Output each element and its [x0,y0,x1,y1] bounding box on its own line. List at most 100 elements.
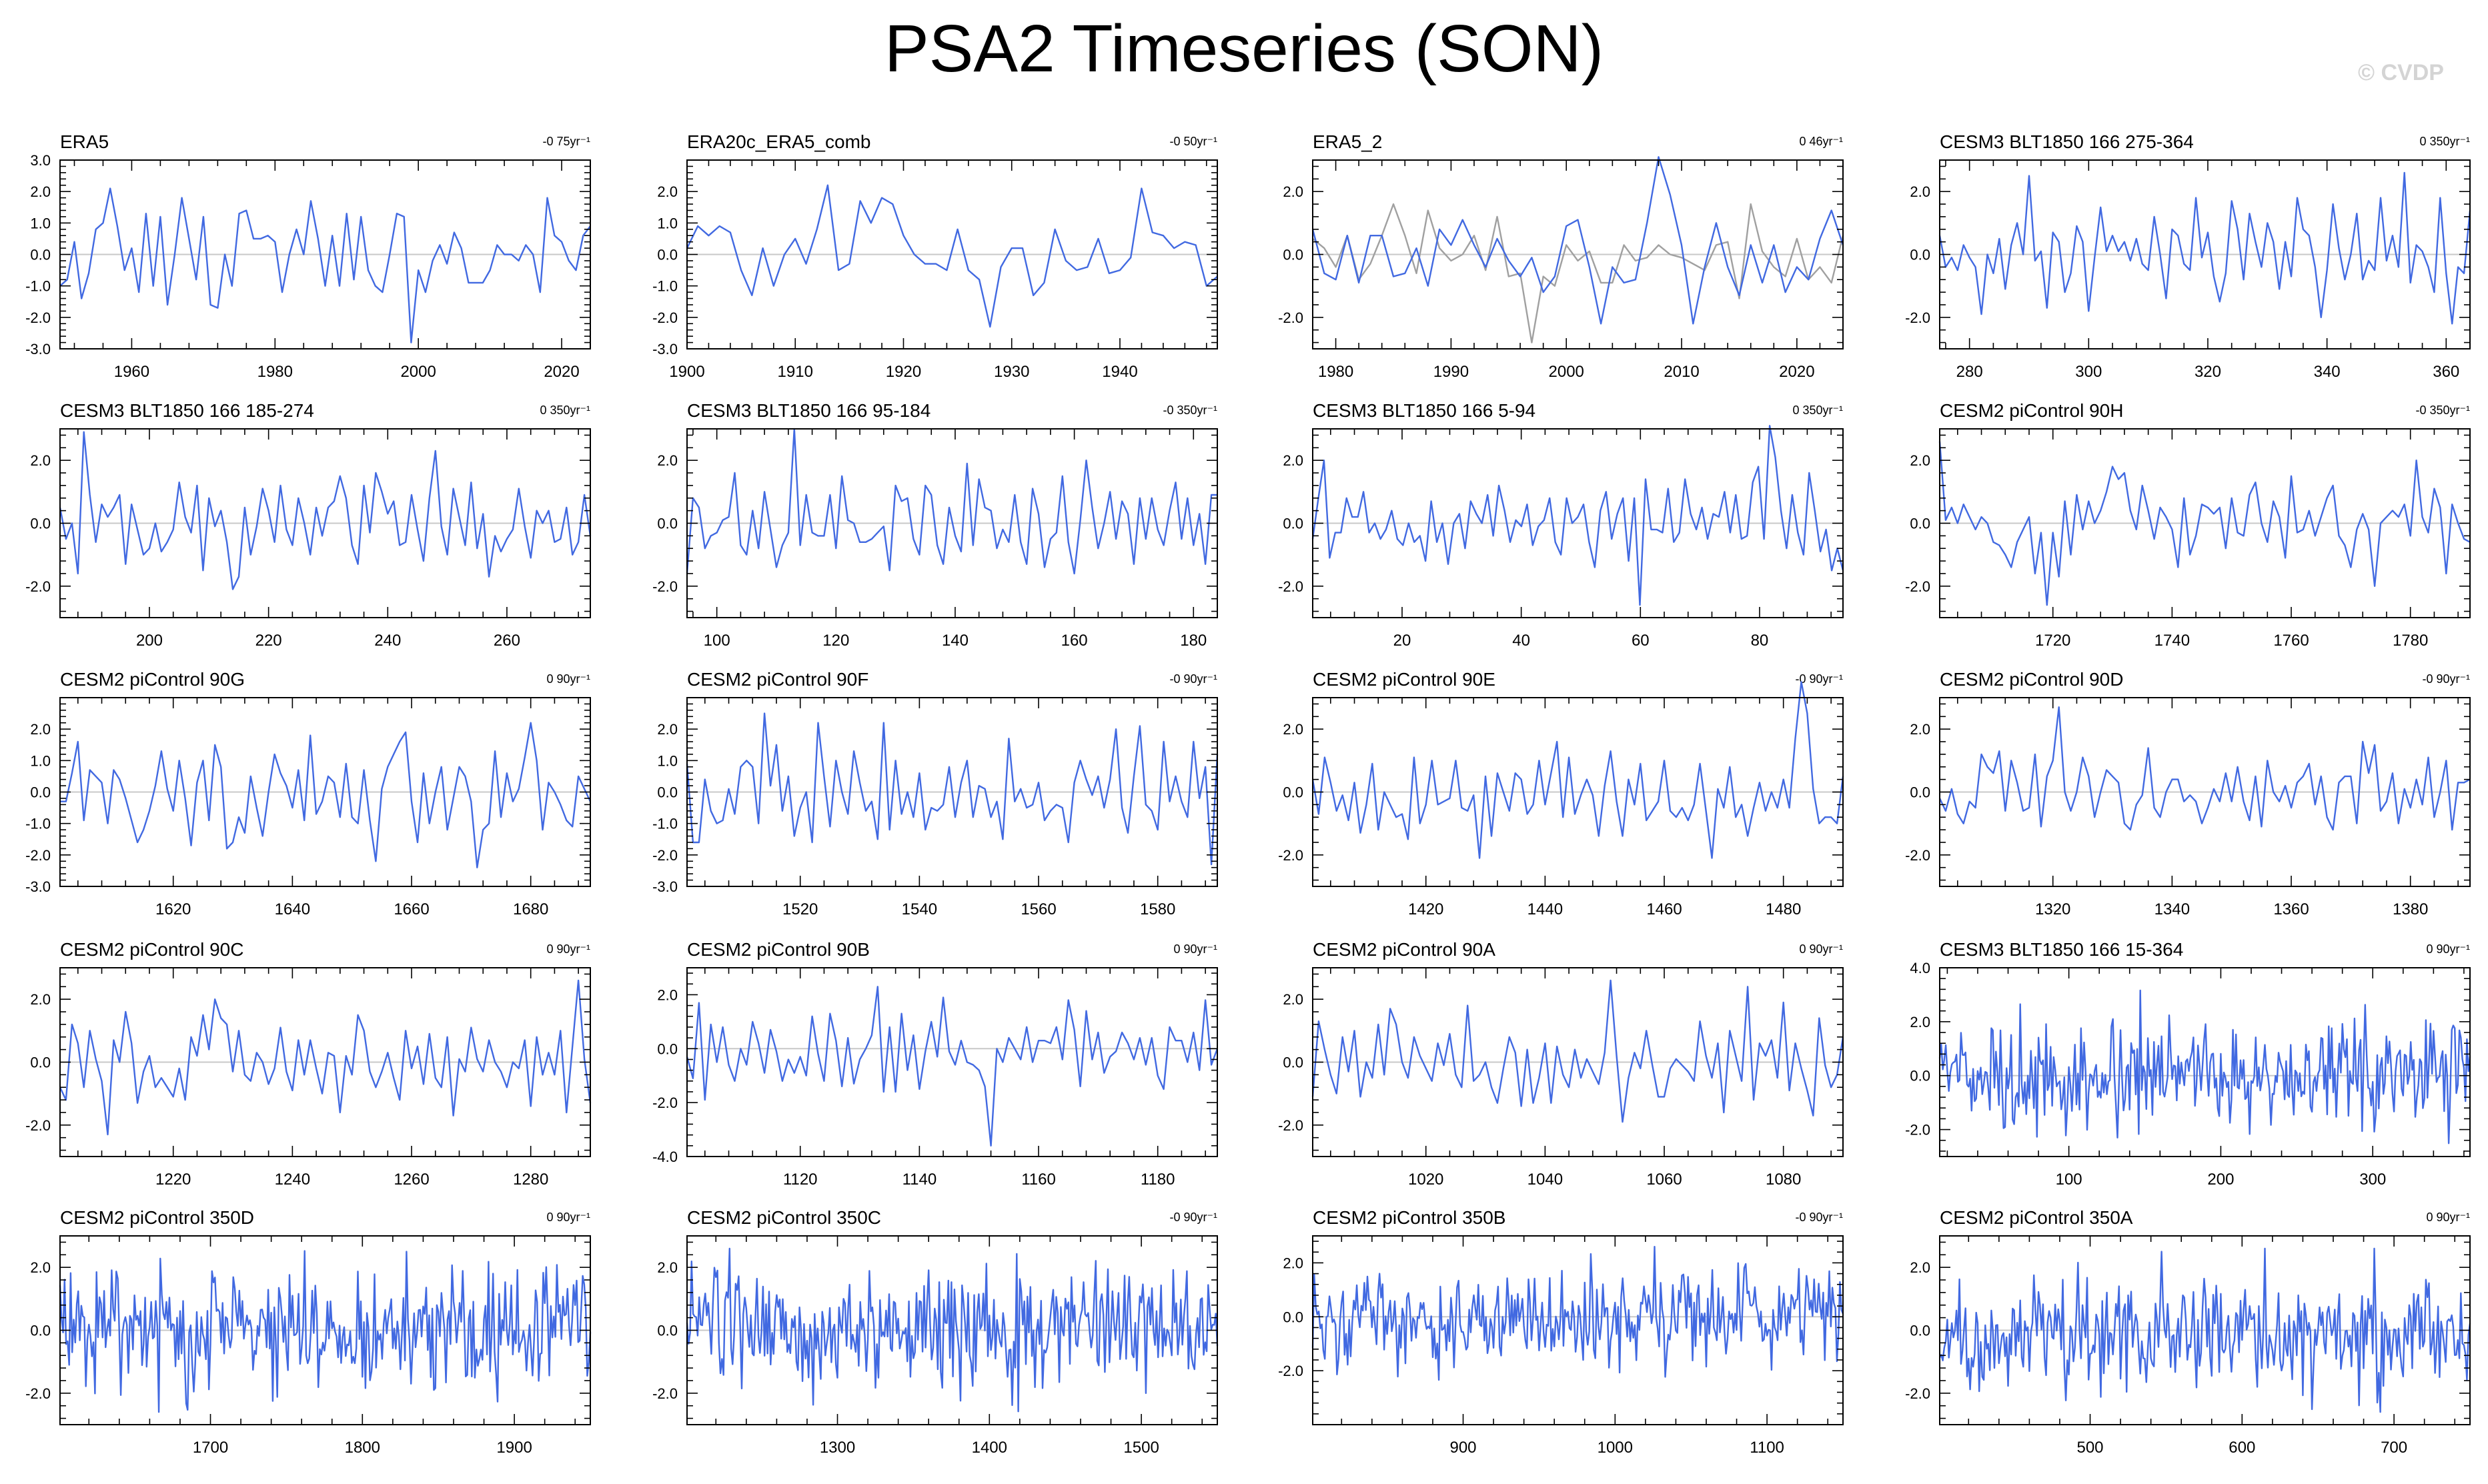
panel-title: CESM3 BLT1850 166 275-364 [1940,131,2194,152]
trend-label: -0 350yr⁻¹ [2415,404,2470,417]
plot-frame [686,967,1218,1157]
series-line [59,187,591,343]
y-tick-label: -4.0 [652,1149,678,1165]
x-tick-label: 2000 [400,363,436,381]
y-tick-label: -2.0 [1905,1385,1930,1402]
x-tick-label: 1400 [972,1439,1007,1457]
y-tick-label: -2.0 [652,1385,678,1402]
chart-panel: CESM3 BLT1850 166 95-184 -0 350yr⁻¹ 100 120… [652,400,1218,650]
x-tick-label: 900 [1449,1439,1476,1457]
trend-label: 0 90yr⁻¹ [2426,1211,2470,1224]
y-tick-label: 2.0 [657,183,678,200]
copyright-watermark: © CVDP [2358,60,2444,85]
plot-frame [1312,1235,1844,1425]
x-tick-label: 2020 [544,363,579,381]
x-tick-label: 1780 [2393,632,2428,650]
x-tick-label: 1340 [2154,900,2190,918]
x-tick-label: 1560 [1021,900,1056,918]
chart-panel: CESM3 BLT1850 166 15-364 0 90yr⁻¹ 100 200 30… [1905,939,2471,1189]
x-tick-label: 1980 [257,363,293,381]
y-tick-label: -3.0 [652,341,678,357]
y-tick-label: 2.0 [30,991,51,1008]
y-tick-label: 0.0 [657,1323,678,1339]
series-line [1938,171,2471,325]
x-tick-label: 340 [2314,363,2341,381]
y-tick-label: 0.0 [1910,516,1930,532]
x-tick-label: 40 [1512,632,1530,650]
series-line [1312,203,1844,343]
x-tick-label: 1540 [902,900,937,918]
x-tick-label: 1910 [778,363,813,381]
y-tick-label: 0.0 [1283,1309,1303,1325]
y-tick-label: 0.0 [657,247,678,263]
chart-panel: ERA20c_ERA5_comb -0 50yr⁻¹ 1900 1910 1920 193… [652,131,1218,381]
y-tick-label: -2.0 [1278,1117,1303,1134]
y-tick-label: 0.0 [30,247,51,263]
panel-title: CESM3 BLT1850 166 95-184 [687,400,930,421]
y-tick-label: 1.0 [657,752,678,769]
x-tick-label: 1320 [2035,900,2070,918]
x-tick-label: 300 [2075,363,2102,381]
y-tick-label: 1.0 [30,215,51,231]
x-tick-label: 1440 [1527,900,1563,918]
chart-panel: CESM2 piControl 90G 0 90yr⁻¹ 1620 1640 1660 1… [25,669,592,918]
trend-label: 0 350yr⁻¹ [2419,135,2470,148]
panel-title: CESM2 piControl 350A [1940,1207,2133,1228]
x-tick-label: 180 [1180,632,1207,650]
y-tick-label: -2.0 [1278,309,1303,326]
y-tick-label: 0.0 [30,1323,51,1339]
x-tick-label: 360 [2433,363,2459,381]
x-tick-label: 100 [2056,1171,2082,1189]
x-tick-label: 1500 [1123,1439,1159,1457]
y-tick-label: 0.0 [657,516,678,532]
trend-label: 0 90yr⁻¹ [546,1211,590,1224]
y-tick-label: -2.0 [652,309,678,326]
trend-label: -0 90yr⁻¹ [1795,1211,1843,1224]
x-tick-label: 1100 [1750,1439,1784,1457]
y-tick-label: 2.0 [657,721,678,738]
y-tick-label: 0.0 [657,1040,678,1057]
y-tick-label: 2.0 [1910,1014,1930,1030]
trend-label: 0 90yr⁻¹ [1173,942,1217,956]
x-tick-label: 280 [1956,363,1983,381]
trend-label: 0 90yr⁻¹ [546,942,590,956]
y-tick-label: 2.0 [30,1259,51,1276]
trend-label: 0 350yr⁻¹ [1792,404,1843,417]
series-line [686,712,1219,866]
x-tick-label: 700 [2381,1439,2407,1457]
chart-panel: CESM2 piControl 90B 0 90yr⁻¹ 1120 1140 1160 1… [652,939,1219,1189]
x-tick-label: 1800 [345,1439,380,1457]
x-tick-label: 1260 [394,1171,429,1189]
y-tick-label: -1.0 [652,816,678,832]
x-tick-label: 500 [2076,1439,2103,1457]
series-line [1311,425,1844,606]
trend-label: 0 350yr⁻¹ [540,404,590,417]
y-tick-label: 3.0 [30,152,51,169]
x-tick-label: 1660 [394,900,429,918]
page-title: PSA2 Timeseries (SON) [884,11,1604,86]
x-tick-label: 200 [136,632,163,650]
panel-title: CESM3 BLT1850 166 185-274 [60,400,314,421]
y-tick-label: -2.0 [652,578,678,595]
x-tick-label: 80 [1751,632,1769,650]
y-tick-label: -2.0 [1905,309,1930,326]
x-tick-label: 1420 [1408,900,1443,918]
x-tick-label: 2020 [1779,363,1814,381]
panel-title: CESM3 BLT1850 166 15-364 [1940,939,2183,960]
y-tick-label: -2.0 [1278,847,1303,864]
series-line [1938,706,2471,831]
y-tick-label: 0.0 [30,1054,51,1071]
x-tick-label: 100 [704,632,730,650]
x-tick-label: 1000 [1598,1439,1633,1457]
chart-panel: CESM2 piControl 90E -0 90yr⁻¹ 1420 1440 1460… [1278,669,1844,918]
y-tick-label: 2.0 [1283,1255,1303,1271]
y-tick-label: 2.0 [1283,991,1303,1008]
x-tick-label: 1140 [902,1171,937,1189]
y-tick-label: -3.0 [25,341,51,357]
series-line [1311,681,1844,859]
x-tick-label: 1120 [783,1171,818,1189]
series-line [1311,156,1844,325]
x-tick-label: 1930 [994,363,1029,381]
chart-panel: CESM2 piControl 90C 0 90yr⁻¹ 1220 1240 1260 1… [25,939,592,1189]
panel-title: CESM3 BLT1850 166 5-94 [1313,400,1535,421]
